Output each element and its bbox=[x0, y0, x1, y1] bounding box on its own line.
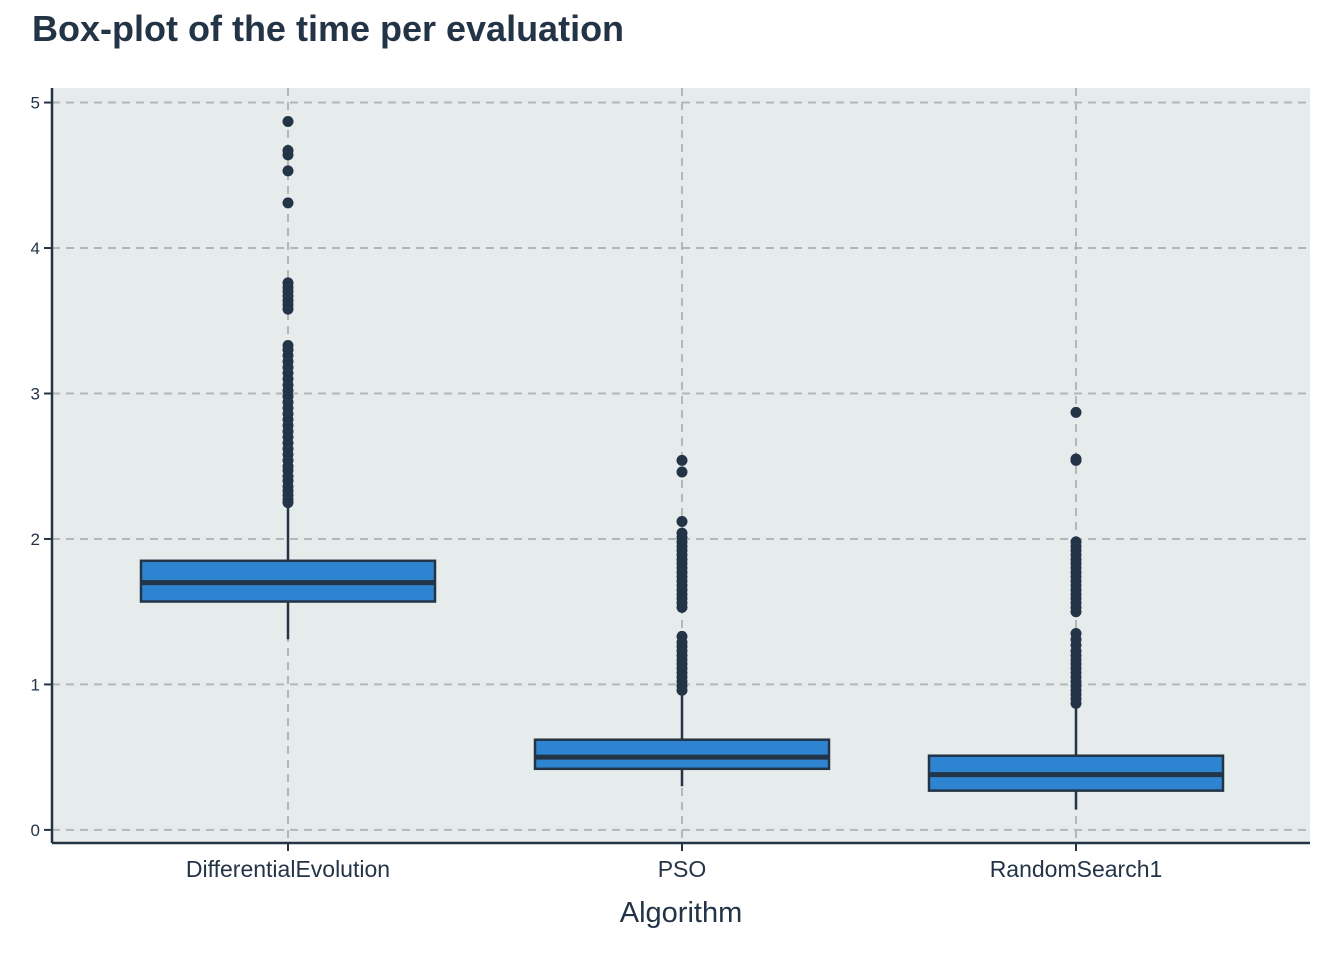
outlier-point bbox=[676, 454, 688, 466]
y-tick-label: 5 bbox=[31, 94, 40, 113]
outlier-point bbox=[676, 527, 688, 539]
y-tick-label: 1 bbox=[31, 675, 40, 694]
chart-title: Box-plot of the time per evaluation bbox=[32, 8, 625, 49]
box-series bbox=[139, 115, 1225, 810]
x-tick-label: RandomSearch1 bbox=[990, 856, 1163, 882]
x-tick-label: PSO bbox=[658, 856, 707, 882]
outlier-point bbox=[676, 466, 688, 478]
outlier-point bbox=[282, 145, 294, 157]
x-axis-title: Algorithm bbox=[620, 897, 743, 929]
outlier-point bbox=[282, 115, 294, 127]
outlier-point bbox=[1070, 406, 1082, 418]
outlier-point bbox=[676, 630, 688, 642]
box-PSO bbox=[533, 454, 831, 787]
outlier-point bbox=[282, 277, 294, 289]
outlier-point bbox=[282, 165, 294, 177]
y-tick-label: 0 bbox=[31, 821, 40, 840]
outlier-point bbox=[1070, 536, 1082, 548]
y-tick-label: 2 bbox=[31, 530, 40, 549]
outlier-point bbox=[676, 516, 688, 528]
axes: 0 1 2 3 4 5 DifferentialEvolution PSO RandomSear… bbox=[31, 88, 1310, 882]
box-DifferentialEvolution bbox=[139, 115, 437, 640]
outlier-point bbox=[282, 197, 294, 209]
outlier-point bbox=[1070, 453, 1082, 465]
y-tick-label: 4 bbox=[31, 239, 40, 258]
box-iqr bbox=[533, 738, 831, 771]
outlier-point bbox=[282, 339, 294, 351]
box-RandomSearch1 bbox=[927, 406, 1225, 810]
y-tick-label: 3 bbox=[31, 384, 40, 403]
outlier-point bbox=[1070, 628, 1082, 640]
x-tick-label: DifferentialEvolution bbox=[186, 856, 390, 882]
